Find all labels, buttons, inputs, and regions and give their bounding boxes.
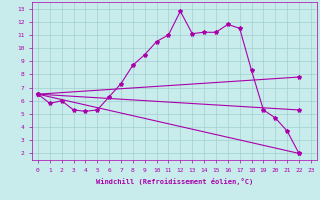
X-axis label: Windchill (Refroidissement éolien,°C): Windchill (Refroidissement éolien,°C): [96, 178, 253, 185]
